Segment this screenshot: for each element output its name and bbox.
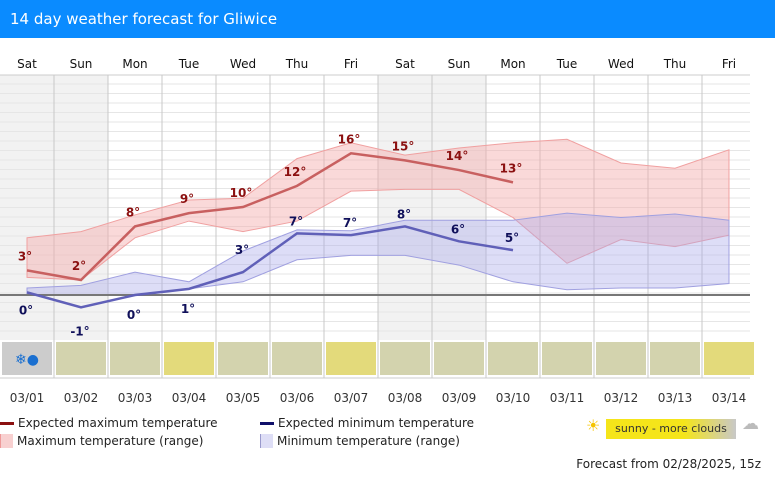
legend-swatch xyxy=(260,434,273,448)
legend-swatch xyxy=(0,434,13,448)
max-temp-label: 13° xyxy=(500,161,523,175)
weather-tile-cloudy xyxy=(272,342,322,375)
max-temp-label: 2° xyxy=(72,259,86,273)
legend-min-range: Minimum temperature (range) xyxy=(260,434,460,448)
day-label: Fri xyxy=(722,57,736,71)
min-temp-label: 5° xyxy=(505,231,519,245)
min-temp-label: 3° xyxy=(235,243,249,257)
page-title: 14 day weather forecast for Gliwice xyxy=(0,0,775,38)
date-label: 03/11 xyxy=(550,391,585,405)
max-temp-label: 3° xyxy=(18,249,32,263)
day-label: Sun xyxy=(448,57,471,71)
day-label: Mon xyxy=(122,57,147,71)
min-temp-label: 7° xyxy=(343,216,357,230)
max-temp-label: 16° xyxy=(338,132,361,146)
legend-label: Expected maximum temperature xyxy=(18,416,218,430)
date-label: 03/14 xyxy=(712,391,747,405)
date-label: 03/02 xyxy=(64,391,99,405)
sun-icon: ☀ xyxy=(586,416,601,435)
max-temp-label: 14° xyxy=(446,149,469,163)
day-label: Sat xyxy=(17,57,37,71)
forecast-chart: Sat Sun Mon Tue Wed Thu Fri Sat Sun Mon Tue Wed Thu F… xyxy=(0,57,754,405)
min-temp-label: 1° xyxy=(181,302,195,316)
day-label: Sun xyxy=(70,57,93,71)
min-temp-label: 7° xyxy=(289,214,303,228)
weather-tile-cloudy xyxy=(218,342,268,375)
legend-label: Minimum temperature (range) xyxy=(277,434,460,448)
date-label: 03/01 xyxy=(10,391,45,405)
weather-tile-cloudy xyxy=(542,342,592,375)
max-temp-label: 12° xyxy=(284,165,307,179)
date-label: 03/06 xyxy=(280,391,315,405)
weather-tile-cloudy xyxy=(110,342,160,375)
day-label: Tue xyxy=(178,57,200,71)
min-range-band xyxy=(26,212,730,296)
date-label: 03/07 xyxy=(334,391,369,405)
forecast-timestamp: Forecast from 02/28/2025, 15z xyxy=(576,457,761,471)
date-label: 03/09 xyxy=(442,391,477,405)
day-label: Wed xyxy=(230,57,256,71)
weather-tile-sunny xyxy=(164,342,214,375)
min-temp-label: 0° xyxy=(127,308,141,322)
weather-tile-cloudy xyxy=(488,342,538,375)
weather-tile-sunny xyxy=(704,342,754,375)
date-label: 03/05 xyxy=(226,391,261,405)
day-label: Mon xyxy=(500,57,525,71)
date-label: 03/08 xyxy=(388,391,423,405)
legend-expected-min: Expected minimum temperature xyxy=(260,416,474,430)
legend-swatch xyxy=(260,421,274,425)
day-label: Wed xyxy=(608,57,634,71)
day-label: Thu xyxy=(285,57,309,71)
max-temp-line xyxy=(26,152,514,282)
weather-tile-sunny xyxy=(326,342,376,375)
weather-tile-cloudy xyxy=(434,342,484,375)
snow-rain-icon: ❄● xyxy=(15,352,39,368)
max-temp-label: 15° xyxy=(392,139,415,153)
min-temp-label: -1° xyxy=(70,324,89,338)
min-temp-label: 0° xyxy=(19,303,33,317)
date-label: 03/10 xyxy=(496,391,531,405)
min-temp-line xyxy=(26,225,514,309)
max-temp-label: 10° xyxy=(230,186,253,200)
date-label: 03/12 xyxy=(604,391,639,405)
cloud-icon: ☁ xyxy=(742,414,759,434)
legend-max-range: Maximum temperature (range) xyxy=(0,434,203,448)
legend-expected-max: Expected maximum temperature xyxy=(0,416,218,430)
max-temp-label: 9° xyxy=(180,192,194,206)
day-label: Fri xyxy=(344,57,358,71)
legend-label: Maximum temperature (range) xyxy=(17,434,204,448)
legend-swatch xyxy=(0,421,14,425)
date-label: 03/13 xyxy=(658,391,693,405)
min-temp-label: 6° xyxy=(451,222,465,236)
min-temp-label: 8° xyxy=(397,207,411,221)
legend-label: Expected minimum temperature xyxy=(278,416,474,430)
weather-tile-cloudy xyxy=(56,342,106,375)
day-label: Sat xyxy=(395,57,415,71)
weather-tile-cloudy xyxy=(380,342,430,375)
weather-tile-cloudy xyxy=(596,342,646,375)
day-label: Tue xyxy=(556,57,578,71)
max-temp-label: 8° xyxy=(126,205,140,219)
date-label: 03/04 xyxy=(172,391,207,405)
weather-tile-snow-rain xyxy=(2,342,52,375)
weather-tile-cloudy xyxy=(650,342,700,375)
date-label: 03/03 xyxy=(118,391,153,405)
weather-scale: sunny - more clouds xyxy=(606,419,736,439)
day-label: Thu xyxy=(663,57,687,71)
